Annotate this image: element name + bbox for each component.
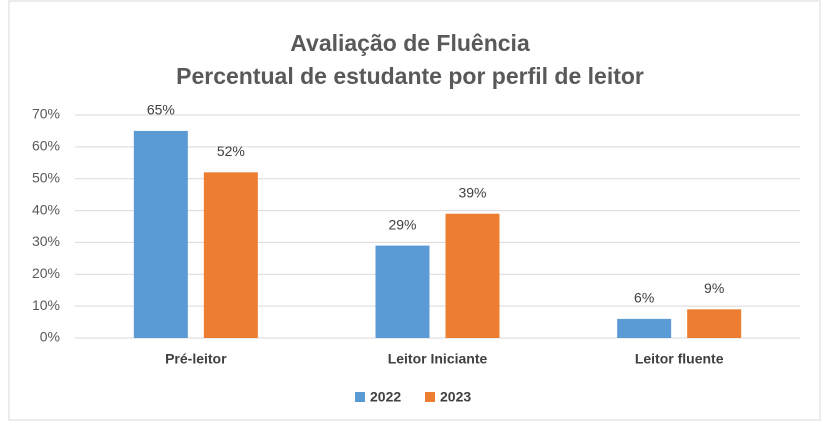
value-label: 39%: [458, 184, 486, 200]
value-label: 52%: [217, 143, 245, 159]
x-tick-label: Leitor fluente: [635, 351, 724, 367]
bar: [203, 172, 258, 338]
value-label: 6%: [634, 290, 654, 306]
y-tick-label: 20%: [32, 265, 60, 281]
y-tick-label: 40%: [32, 201, 60, 217]
y-tick-label: 60%: [32, 138, 60, 154]
value-label: 65%: [147, 102, 175, 118]
legend-swatch: [425, 392, 435, 402]
y-tick-label: 30%: [32, 233, 60, 249]
chart-subtitle: Percentual de estudante por perfil de le…: [176, 63, 644, 89]
legend-swatch: [355, 392, 365, 402]
bar: [617, 318, 672, 338]
x-tick-label: Leitor Iniciante: [388, 351, 488, 367]
legend-label: 2022: [370, 389, 401, 405]
value-label: 29%: [388, 216, 416, 232]
chart-title: Avaliação de Fluência: [290, 30, 530, 56]
bar: [133, 130, 188, 338]
y-tick-label: 0%: [40, 329, 60, 345]
value-label: 9%: [704, 280, 724, 296]
y-tick-label: 10%: [32, 297, 60, 313]
bar: [687, 309, 742, 338]
y-tick-label: 50%: [32, 169, 60, 185]
bar: [445, 213, 500, 338]
legend-label: 2023: [440, 389, 471, 405]
bar: [375, 245, 430, 338]
x-tick-label: Pré-leitor: [165, 351, 227, 367]
y-tick-label: 70%: [32, 106, 60, 122]
